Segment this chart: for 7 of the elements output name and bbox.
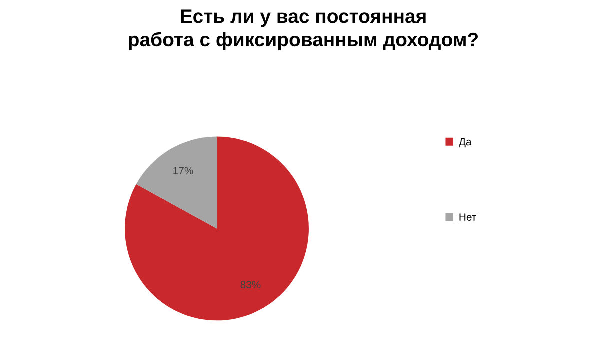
legend-label: Да (458, 138, 472, 148)
pie-slice (125, 136, 309, 321)
data-label: 17% (174, 167, 194, 174)
pie-slice (136, 136, 217, 229)
legend-label: Нет (460, 214, 476, 221)
data-label: 83% (240, 281, 261, 288)
chart-title: Есть ли у вас постоянная работа с фиксированным доходом? (129, 10, 478, 50)
